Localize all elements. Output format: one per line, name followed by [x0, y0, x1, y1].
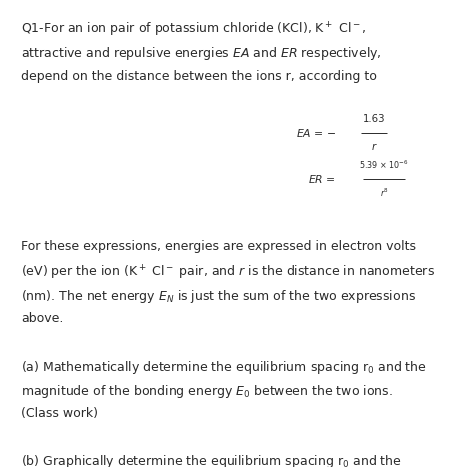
Text: (b) Graphically determine the equilibrium spacing r$_0$ and the: (b) Graphically determine the equilibriu…	[21, 453, 402, 467]
Text: above.: above.	[21, 312, 64, 325]
Text: $\it{ER}$ =: $\it{ER}$ =	[308, 173, 337, 185]
Text: $\it{EA}$ = $-$: $\it{EA}$ = $-$	[296, 127, 337, 139]
Text: Q1-For an ion pair of potassium chloride (KCl), K$^+$ Cl$^-$,: Q1-For an ion pair of potassium chloride…	[21, 21, 367, 39]
Text: 1.63: 1.63	[363, 114, 386, 124]
Text: $\it{r}$$^8$: $\it{r}$$^8$	[380, 187, 388, 199]
Text: (Class work): (Class work)	[21, 407, 98, 420]
Text: attractive and repulsive energies $\it{EA}$ and $\it{ER}$ respectively,: attractive and repulsive energies $\it{E…	[21, 45, 382, 62]
Text: depend on the distance between the ions r, according to: depend on the distance between the ions …	[21, 70, 377, 83]
Text: (a) Mathematically determine the equilibrium spacing r$_0$ and the: (a) Mathematically determine the equilib…	[21, 359, 427, 375]
Text: $\it{r}$: $\it{r}$	[371, 141, 378, 152]
Text: magnitude of the bonding energy $\it{E}_0$ between the two ions.: magnitude of the bonding energy $\it{E}_…	[21, 383, 393, 400]
Text: For these expressions, energies are expressed in electron volts: For these expressions, energies are expr…	[21, 240, 416, 253]
Text: (nm). The net energy $\it{E}_N$ is just the sum of the two expressions: (nm). The net energy $\it{E}_N$ is just …	[21, 288, 416, 305]
Text: (eV) per the ion (K$^+$ Cl$^-$ pair, and $\it{r}$ is the distance in nanometers: (eV) per the ion (K$^+$ Cl$^-$ pair, and…	[21, 264, 436, 282]
Text: 5.39 $\times$ 10$^{-6}$: 5.39 $\times$ 10$^{-6}$	[359, 158, 409, 171]
